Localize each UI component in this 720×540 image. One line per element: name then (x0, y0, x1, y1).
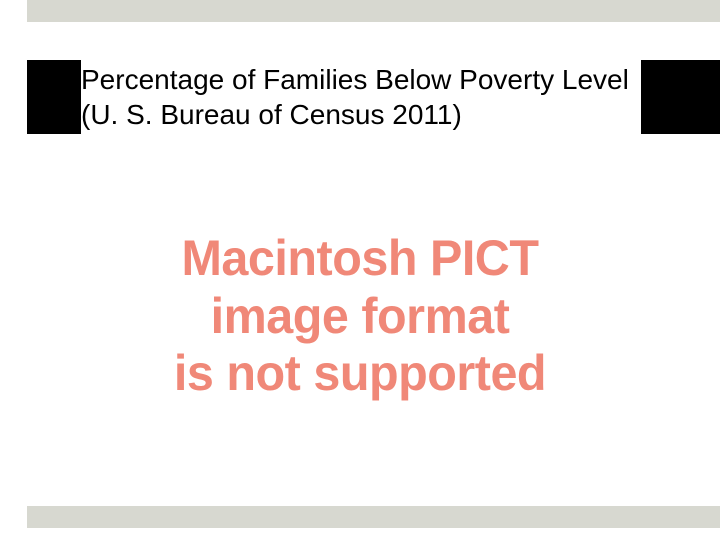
error-line-1: Macintosh PICT (182, 230, 539, 286)
image-error-message: Macintosh PICT image format is not suppo… (11, 230, 709, 403)
error-line-2: image format (211, 288, 510, 344)
error-line-3: is not supported (174, 345, 546, 401)
top-accent-bar (27, 0, 720, 22)
title-block: Percentage of Families Below Poverty Lev… (27, 60, 720, 134)
slide-title: Percentage of Families Below Poverty Lev… (81, 60, 641, 134)
bottom-accent-bar (27, 506, 720, 528)
